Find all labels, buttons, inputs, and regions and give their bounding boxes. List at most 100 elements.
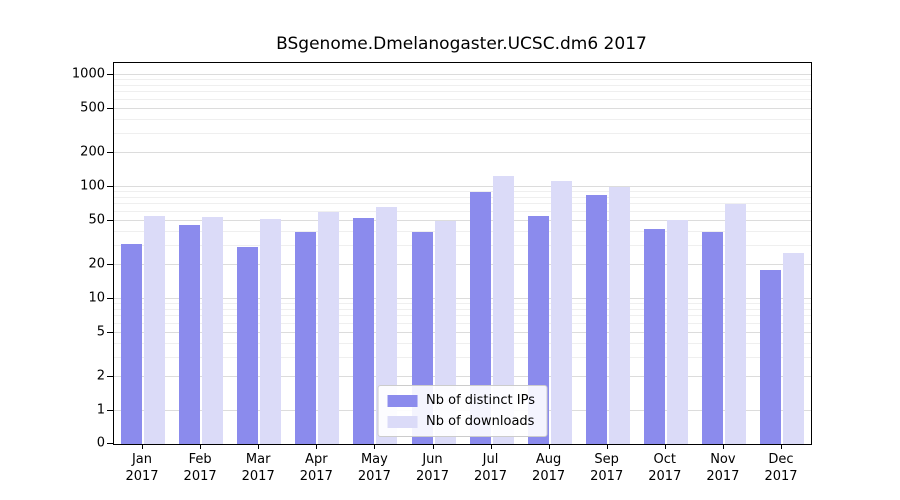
major-gridline (114, 331, 811, 333)
x-tick-label: Dec 2017 (764, 452, 798, 484)
legend-label-distinct-ips: Nb of distinct IPs (426, 393, 535, 408)
minor-gridline (114, 230, 811, 232)
x-tick-mark (316, 444, 318, 449)
minor-gridline (114, 191, 811, 193)
x-tick-label: Jan 2017 (125, 452, 159, 484)
minor-gridline (114, 244, 811, 246)
y-tick-mark (107, 298, 113, 299)
y-tick-mark (107, 443, 113, 444)
x-tick-label: Sep 2017 (590, 452, 624, 484)
minor-gridline (114, 308, 811, 310)
legend-entry-distinct-ips: Nb of distinct IPs (387, 393, 535, 408)
major-gridline (114, 264, 811, 266)
x-tick-year: 2017 (590, 469, 624, 484)
major-gridline (114, 107, 811, 109)
bar-distinct-ips (701, 231, 723, 444)
bar-downloads (492, 175, 514, 444)
y-tick-mark (107, 152, 113, 154)
x-tick-mark (722, 444, 724, 449)
bar-distinct-ips (760, 270, 781, 444)
minor-gridline (114, 98, 811, 100)
minor-gridline (114, 79, 811, 81)
bar-distinct-ips (585, 194, 607, 444)
bar-downloads (608, 186, 630, 444)
bar-downloads (144, 216, 165, 444)
y-tick-mark (107, 410, 113, 411)
x-tick-label: Aug 2017 (532, 452, 566, 484)
x-tick-mark (664, 444, 666, 449)
x-tick-mark (374, 444, 376, 449)
x-tick-mark (548, 444, 550, 449)
bar-downloads (318, 211, 340, 444)
x-tick-mark (258, 444, 260, 449)
plot-area: Nb of distinct IPs Nb of downloads (113, 62, 812, 445)
y-tick-label: 0 (96, 435, 105, 451)
legend-label-downloads: Nb of downloads (426, 414, 535, 429)
x-tick-mark (606, 444, 608, 449)
y-tick-mark (107, 186, 113, 187)
y-tick-label: 20 (88, 256, 105, 272)
x-tick-mark (142, 444, 143, 449)
x-tick-year: 2017 (648, 469, 682, 484)
minor-gridline (114, 210, 811, 212)
major-gridline (114, 376, 811, 378)
minor-gridline (114, 91, 811, 93)
x-tick-label: Jun 2017 (415, 452, 450, 484)
minor-gridline (114, 196, 811, 198)
y-tick-label: 2 (96, 368, 105, 384)
y-tick-mark (107, 264, 113, 266)
x-tick-year: 2017 (125, 469, 159, 484)
minor-gridline (114, 132, 811, 134)
x-tick-mark (432, 444, 434, 449)
bar-downloads (550, 181, 572, 444)
minor-gridline (114, 118, 811, 120)
major-gridline (114, 298, 811, 299)
x-tick-year: 2017 (764, 469, 798, 484)
x-tick-label: May 2017 (357, 452, 391, 484)
x-tick-label: Mar 2017 (241, 452, 275, 484)
y-tick-label: 1000 (71, 66, 105, 82)
bar-distinct-ips (237, 247, 259, 444)
x-tick-year: 2017 (532, 469, 566, 484)
x-tick-mark (200, 444, 202, 449)
x-tick-label: Nov 2017 (706, 452, 740, 484)
y-tick-mark (107, 219, 113, 221)
bar-downloads (724, 203, 746, 444)
minor-gridline (114, 84, 811, 86)
y-tick-label: 5 (96, 324, 105, 340)
x-tick-year: 2017 (473, 469, 508, 484)
minor-gridline (114, 356, 811, 358)
x-tick-year: 2017 (357, 469, 391, 484)
x-tick-mark (781, 444, 782, 449)
major-gridline (114, 186, 811, 187)
legend-swatch-downloads (387, 415, 418, 428)
legend: Nb of distinct IPs Nb of downloads (377, 385, 548, 437)
y-tick-label: 50 (88, 212, 105, 228)
x-tick-label: Oct 2017 (648, 452, 682, 484)
bar-distinct-ips (121, 244, 142, 444)
legend-entry-downloads: Nb of downloads (387, 414, 535, 429)
major-gridline (114, 219, 811, 221)
y-tick-mark (107, 74, 113, 75)
major-gridline (114, 152, 811, 154)
minor-gridline (114, 342, 811, 344)
bar-downloads (666, 219, 688, 444)
bar-downloads (260, 218, 282, 444)
y-tick-mark (107, 376, 113, 378)
major-gridline (114, 74, 811, 75)
x-tick-year: 2017 (415, 469, 450, 484)
bar-distinct-ips (353, 217, 375, 444)
x-tick-year: 2017 (706, 469, 740, 484)
y-tick-label: 200 (80, 144, 105, 160)
x-tick-label: Feb 2017 (183, 452, 217, 484)
y-tick-label: 100 (80, 178, 105, 194)
x-tick-year: 2017 (299, 469, 333, 484)
minor-gridline (114, 203, 811, 205)
chart-title: BSgenome.Dmelanogaster.UCSC.dm6 2017 (276, 34, 647, 54)
bar-distinct-ips (295, 231, 317, 444)
y-tick-mark (107, 331, 113, 333)
bar-downloads (202, 217, 224, 444)
x-tick-label: Jul 2017 (473, 452, 508, 484)
bar-downloads (783, 252, 804, 444)
